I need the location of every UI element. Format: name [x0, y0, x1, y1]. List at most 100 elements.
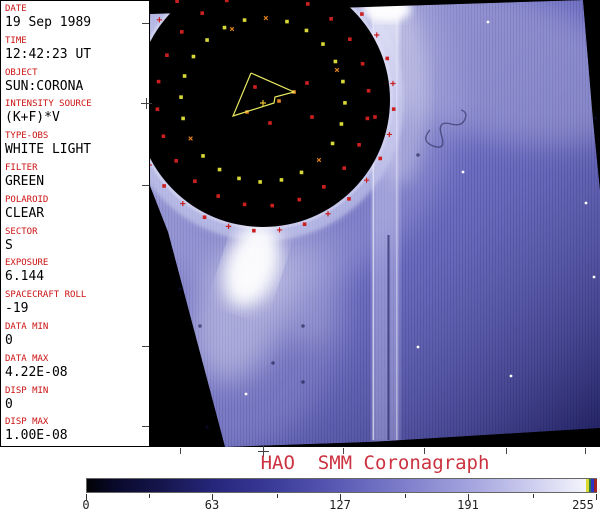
field-label: SPACECRAFT ROLL	[5, 290, 87, 301]
streamer-fan	[192, 242, 288, 382]
colorbar-tick-label: 255	[572, 498, 594, 512]
fiducial-dot	[304, 28, 309, 33]
fiducial-dot	[242, 18, 247, 22]
left-axis-plus	[146, 98, 147, 109]
dust-speck	[205, 425, 209, 429]
metadata-field: EXPOSURE 6.144	[1, 255, 149, 287]
fiducial-dot	[179, 95, 183, 99]
metadata-field: DATE 19 Sep 1989	[1, 1, 149, 33]
fiducial-dot	[270, 203, 275, 208]
bottom-axis-tick	[343, 448, 344, 454]
star-dot	[592, 275, 596, 279]
colorbar	[86, 478, 597, 493]
film-defect-squiggle	[425, 109, 467, 148]
fiducial-dot	[202, 215, 207, 220]
fiducial-dot	[341, 79, 345, 84]
frame-edge-left	[150, 186, 225, 447]
fiducial-plus-mark	[390, 80, 396, 87]
coronagraph-rendering	[68, 0, 600, 460]
fiducial-dot	[321, 42, 325, 46]
dust-speck	[198, 324, 202, 328]
metadata-field: INTENSITY SOURCE (K+F)*V	[1, 96, 149, 128]
field-label: TIME	[5, 35, 27, 46]
bottom-axis-tick	[180, 448, 181, 454]
field-label: FILTER	[5, 162, 38, 173]
fiducial-dot	[339, 122, 344, 126]
dust-speck	[301, 324, 305, 328]
stars-layer	[244, 20, 596, 396]
fiducial-dot	[279, 178, 284, 182]
left-axis-tick	[142, 346, 149, 347]
field-label: DATA MAX	[5, 353, 49, 364]
colorbar-minor-tick	[277, 494, 278, 498]
fiducial-dot	[357, 142, 361, 147]
field-label: DISP MAX	[5, 417, 49, 428]
fiducial-dot	[191, 54, 196, 59]
fiducial-dot	[343, 101, 347, 105]
fiducial-dot	[174, 158, 178, 163]
fiducial-dot	[348, 37, 352, 42]
colorbar-major-tick	[468, 494, 469, 500]
fiducial-dot	[342, 166, 347, 170]
sun-center-marker	[260, 100, 266, 106]
star-dot	[509, 374, 513, 378]
fiducial-dot	[253, 85, 257, 89]
fiducial-dot	[217, 167, 222, 172]
fiducial-dot	[305, 81, 309, 85]
field-value: -19	[5, 301, 29, 317]
metadata-field: OBJECT SUN:CORONA	[1, 65, 149, 97]
left-axis-tick	[142, 426, 149, 427]
star-dot	[416, 345, 420, 349]
occulting-disk	[136, 0, 390, 227]
field-label: DATE	[5, 4, 27, 14]
fiducial-plus-mark	[374, 32, 380, 38]
frame-edge-bottom	[225, 428, 600, 447]
left-axis-tick	[142, 185, 149, 186]
fiducial-x-mark	[188, 136, 193, 141]
fiducial-dot	[285, 19, 289, 24]
field-value: 4.22E-08	[5, 364, 68, 380]
metadata-field: DATA MAX 4.22E-08	[1, 351, 149, 383]
fiducial-x-mark	[334, 67, 340, 73]
fiducial-dot	[224, 0, 229, 3]
field-value: SUN:CORONA	[5, 78, 84, 94]
fiducial-dot	[175, 0, 179, 3]
fiducial-plus-mark	[225, 223, 232, 229]
fiducial-dot	[333, 59, 338, 64]
streamer-fan-right	[269, 237, 335, 347]
metadata-field: TIME 12:42:23 UT	[1, 33, 149, 65]
fiducial-plus-mark	[180, 200, 186, 207]
image-title: HAO SMM Coronagraph	[260, 452, 490, 474]
metadata-field: SECTOR S	[1, 224, 149, 256]
colorbar-end-stripe	[591, 479, 594, 492]
field-label: POLAROID	[5, 194, 49, 205]
field-value: 0	[5, 396, 13, 412]
coronagraph-image	[68, 0, 600, 460]
field-value: S	[5, 237, 13, 253]
fiducial-plus-mark	[276, 227, 283, 233]
fiducial-dot	[329, 16, 333, 21]
colorbar-end-stripe	[589, 479, 591, 492]
colorbar-major-tick	[86, 494, 87, 500]
fiducial-dot	[366, 88, 371, 93]
fiducial-dot	[222, 25, 227, 30]
metadata-field: FILTER GREEN	[1, 160, 149, 192]
fiducial-dot	[161, 134, 166, 139]
left-axis-tick	[142, 23, 149, 24]
fiducial-dot	[297, 197, 302, 202]
field-value: CLEAR	[5, 205, 45, 221]
fiducial-plus-mark	[386, 131, 392, 138]
fiducial-dot	[156, 79, 161, 84]
fiducial-x-mark	[316, 157, 322, 163]
metadata-field: POLAROID CLEAR	[1, 192, 149, 224]
colorbar-minor-tick	[149, 494, 150, 498]
bottom-axis-tick	[506, 448, 507, 454]
metadata-field: DATA MIN 0	[1, 319, 149, 351]
dark-specks-layer	[178, 116, 597, 429]
colorbar-end-stripe	[594, 479, 597, 492]
star-dot	[584, 201, 588, 205]
fiducial-dot	[302, 222, 307, 227]
fiducial-plus-mark	[363, 177, 370, 183]
fiducial-dot	[162, 184, 166, 188]
colorbar-tick-label: 0	[82, 498, 90, 512]
